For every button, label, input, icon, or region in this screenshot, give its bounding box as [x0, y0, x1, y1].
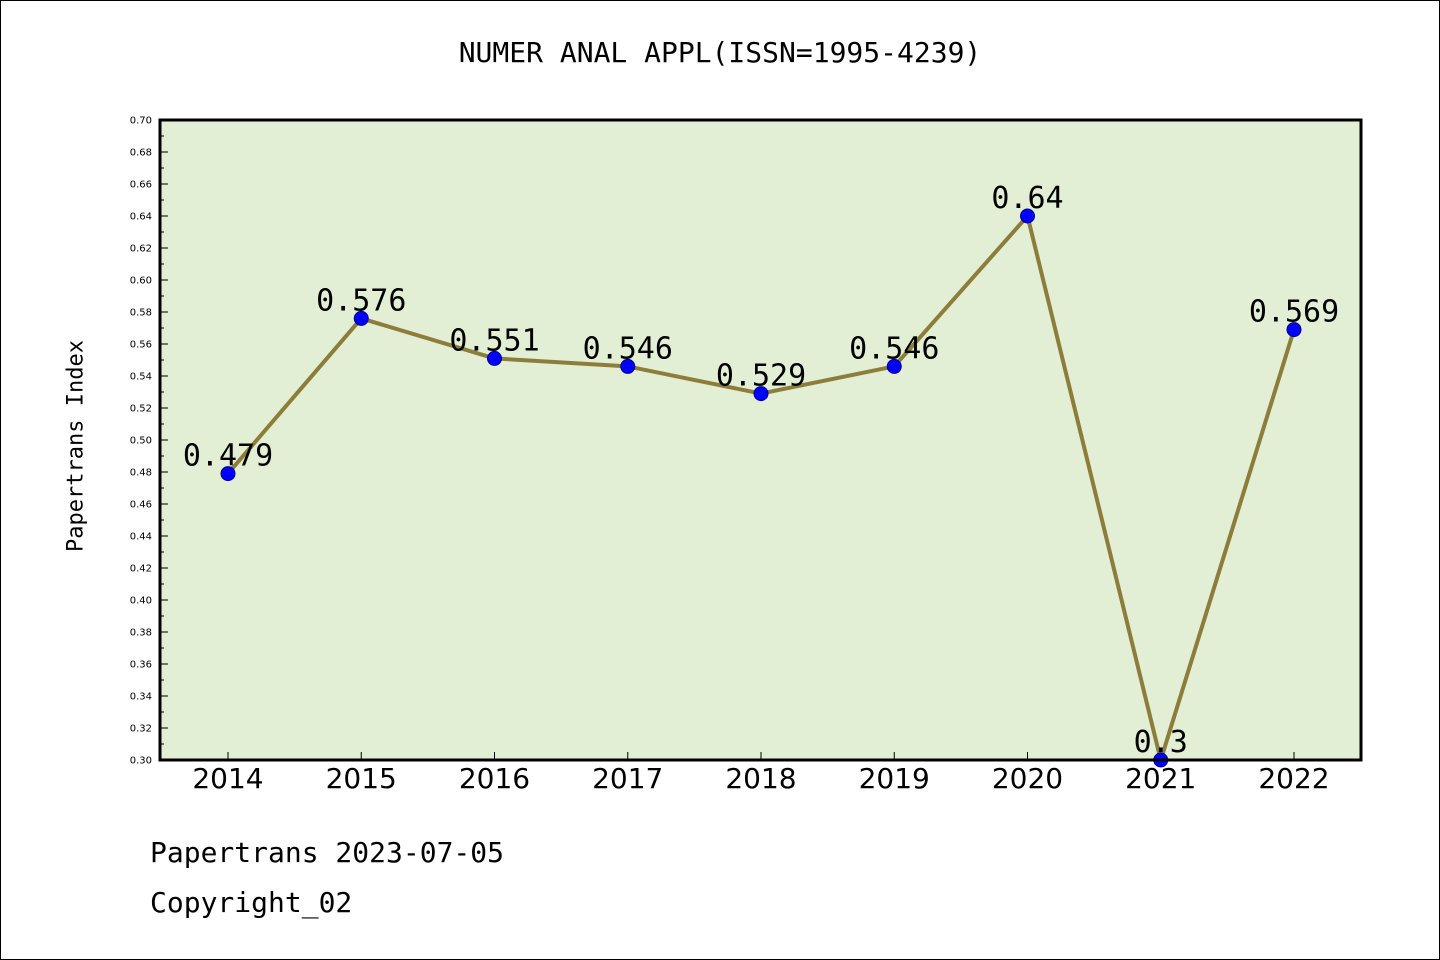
x-tick-label: 2022	[1258, 762, 1329, 795]
y-tick-label: 0.70	[130, 116, 152, 127]
y-tick-label: 0.68	[130, 148, 152, 159]
data-point	[886, 358, 902, 374]
plot-area	[160, 120, 1361, 760]
series-markers	[220, 208, 1302, 768]
data-point	[1286, 322, 1302, 338]
x-tick-label: 2018	[725, 762, 796, 795]
y-tick-label: 0.44	[130, 532, 152, 543]
footer-date: Papertrans 2023-07-05	[150, 836, 505, 869]
y-tick-label: 0.62	[130, 244, 152, 255]
x-tick-label: 2017	[592, 762, 663, 795]
chart-title: NUMER ANAL APPL(ISSN=1995-4239)	[458, 36, 982, 69]
data-label: 0.529	[716, 359, 806, 394]
y-tick-label: 0.54	[130, 372, 152, 383]
data-label: 0.569	[1249, 295, 1339, 330]
y-tick-label: 0.52	[130, 404, 152, 415]
y-tick-label: 0.64	[130, 212, 152, 223]
y-tick-label: 0.56	[130, 340, 152, 351]
x-tick-label: 2016	[459, 762, 530, 795]
data-point	[487, 350, 502, 366]
y-tick-label: 0.36	[130, 660, 152, 671]
y-tick-label: 0.58	[130, 308, 152, 319]
data-point	[1020, 208, 1035, 224]
data-point	[220, 466, 236, 482]
y-axis: 0.30 0.32 0.34 0.36 0.38 0.40 0.42 0.44 0.46 0.48…	[130, 116, 168, 767]
data-point	[620, 358, 636, 374]
x-tick-label: 2014	[192, 762, 263, 795]
y-tick-label: 0.48	[130, 468, 152, 479]
data-label: 0.576	[316, 283, 406, 318]
y-tick-label: 0.46	[130, 500, 152, 511]
y-tick-label: 0.66	[130, 180, 152, 191]
data-label: 0.546	[583, 331, 673, 366]
x-axis: 2014 2015 2016 2017 2018 2019 2020 2021 2022	[192, 752, 1330, 795]
plot-border	[158, 118, 1363, 762]
footer-copyright: Copyright_02	[150, 886, 353, 919]
data-label: 0.3	[1134, 725, 1188, 760]
x-tick-label: 2019	[859, 762, 930, 795]
data-label: 0.546	[849, 331, 939, 366]
data-label: 0.551	[449, 323, 539, 358]
y-tick-label: 0.38	[130, 628, 152, 639]
data-labels: 0.479 0.576 0.551 0.546 0.529 0.546 0.64 0.3 0.5…	[183, 181, 1339, 760]
x-tick-label: 2015	[326, 762, 397, 795]
y-tick-label: 0.30	[130, 756, 152, 767]
y-tick-label: 0.50	[130, 436, 152, 447]
data-point	[753, 386, 769, 402]
y-tick-label: 0.34	[130, 692, 152, 703]
y-tick-label: 0.40	[130, 596, 152, 607]
y-tick-label: 0.42	[130, 564, 152, 575]
data-label: 0.479	[183, 439, 273, 474]
y-tick-label: 0.60	[130, 276, 152, 287]
data-point	[353, 310, 369, 326]
x-tick-label: 2020	[992, 762, 1063, 795]
data-label: 0.64	[991, 181, 1063, 216]
y-tick-label: 0.32	[130, 724, 152, 735]
